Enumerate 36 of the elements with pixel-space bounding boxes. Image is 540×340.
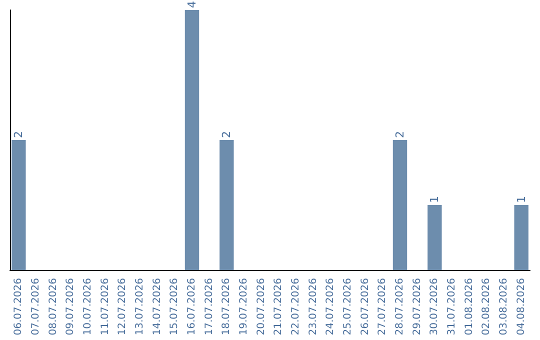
x-tick-label: 18.07.2026 bbox=[221, 278, 232, 336]
x-tick-label: 09.07.2026 bbox=[65, 278, 76, 336]
x-tick-label: 21.07.2026 bbox=[273, 278, 284, 336]
x-tick-label: 24.07.2026 bbox=[325, 278, 336, 336]
x-tick-label: 08.07.2026 bbox=[48, 278, 59, 336]
data-label: 2 bbox=[12, 131, 26, 138]
x-tick-label: 12.07.2026 bbox=[117, 278, 128, 336]
x-tick-label: 07.07.2026 bbox=[30, 278, 42, 336]
data-label: 4 bbox=[186, 1, 198, 8]
x-tick-label: 15.07.2026 bbox=[169, 278, 180, 336]
data-label: 2 bbox=[394, 131, 406, 138]
x-tick-label: 30.07.2026 bbox=[429, 278, 440, 336]
x-tick-label: 03.08.2026 bbox=[498, 278, 510, 336]
data-label: 1 bbox=[428, 196, 442, 203]
data-label: 2 bbox=[220, 131, 234, 138]
x-tick-label: 01.08.2026 bbox=[464, 278, 475, 336]
x-tick-label: 06.07.2026 bbox=[13, 278, 24, 336]
x-tick-label: 19.07.2026 bbox=[238, 278, 250, 336]
x-tick-label: 04.08.2026 bbox=[516, 278, 527, 336]
x-tick-label: 17.07.2026 bbox=[204, 278, 215, 336]
x-tick-label: 27.07.2026 bbox=[377, 278, 388, 336]
data-label: 1 bbox=[514, 196, 528, 203]
x-tick-label: 25.07.2026 bbox=[342, 278, 354, 336]
x-tick-label: 02.08.2026 bbox=[481, 278, 492, 336]
x-tick-label: 28.07.2026 bbox=[394, 278, 406, 336]
x-tick-label: 29.07.2026 bbox=[412, 278, 423, 336]
x-tick-label: 26.07.2026 bbox=[360, 278, 371, 336]
x-tick-label: 14.07.2026 bbox=[152, 278, 163, 336]
x-tick-label: 16.07.2026 bbox=[186, 278, 198, 336]
x-tick-label: 22.07.2026 bbox=[290, 278, 302, 336]
x-tick-label: 20.07.2026 bbox=[256, 278, 267, 336]
x-tick-label: 23.07.2026 bbox=[308, 278, 319, 336]
x-tick-label: 13.07.2026 bbox=[134, 278, 146, 336]
x-tick-label: 31.07.2026 bbox=[446, 278, 458, 336]
x-tick-label: 11.07.2026 bbox=[100, 278, 111, 336]
x-tick-label: 10.07.2026 bbox=[82, 278, 94, 336]
